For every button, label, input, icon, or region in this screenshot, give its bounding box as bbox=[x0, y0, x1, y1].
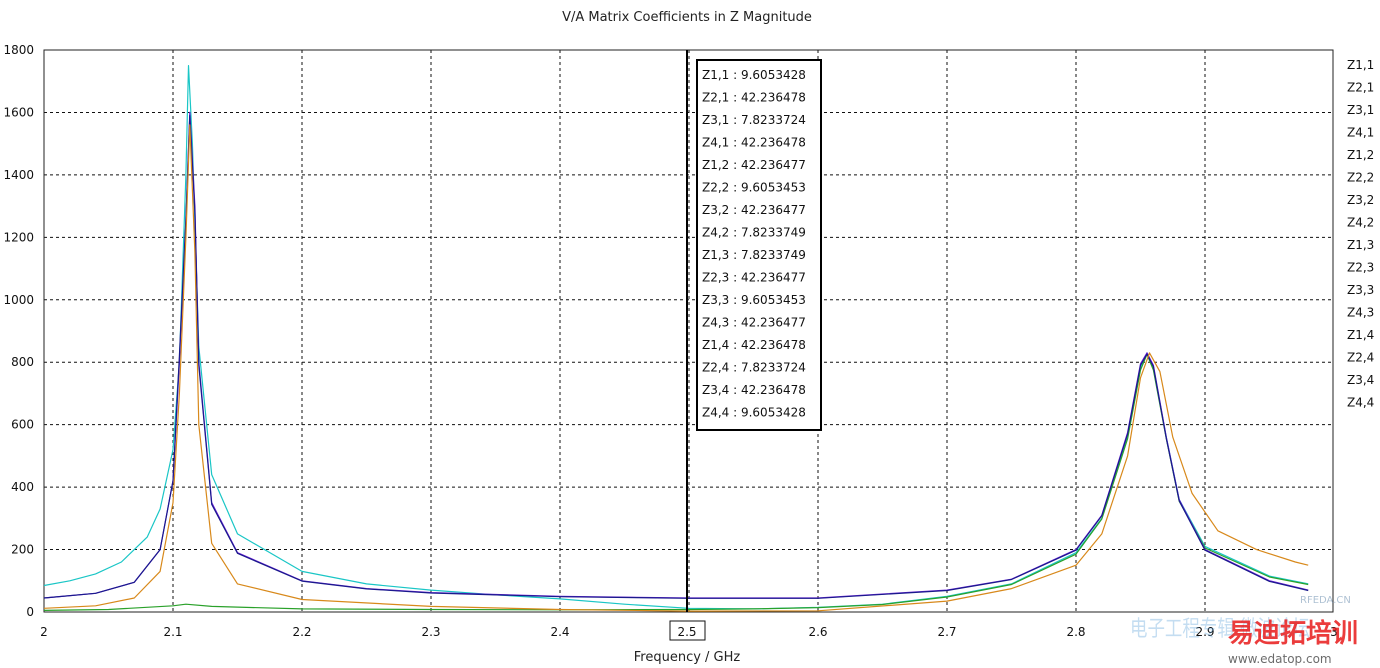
readout-entry: Z3,4 : 42.236478 bbox=[702, 383, 806, 397]
watermark: RFEDA.CN 电子工程专辑 微波论坛 易迪拓培训 www.edatop.co… bbox=[1130, 595, 1358, 666]
legend-entry: Z3,3 bbox=[1347, 283, 1374, 297]
readout-entry: Z1,2 : 42.236477 bbox=[702, 158, 806, 172]
legend-entry: Z3,4 bbox=[1347, 373, 1374, 387]
marker-readout-box: Z1,1 : 9.6053428 Z2,1 : 42.236478 Z3,1 : 7… bbox=[696, 59, 822, 431]
x-axis-label: Frequency / GHz bbox=[634, 650, 741, 665]
legend-entry: Z2,3 bbox=[1347, 261, 1374, 275]
legend-entry: Z4,1 bbox=[1347, 126, 1374, 140]
y-tick-label: 1400 bbox=[3, 168, 34, 182]
x-tick-label: 3 bbox=[1330, 625, 1338, 639]
y-tick-label: 1600 bbox=[3, 105, 34, 119]
marker-x-readout-box bbox=[669, 620, 706, 641]
y-tick-label: 200 bbox=[11, 543, 34, 557]
legend-entry: Z2,4 bbox=[1347, 351, 1374, 365]
readout-entry: Z3,1 : 7.8233724 bbox=[702, 113, 806, 127]
series-line bbox=[43, 124, 1309, 612]
y-tick-label: 800 bbox=[11, 355, 34, 369]
readout-entry: Z3,3 : 9.6053453 bbox=[702, 293, 806, 307]
watermark-forum: 电子工程专辑 微波论坛 bbox=[1130, 617, 1310, 642]
plot-frame bbox=[43, 49, 1334, 613]
readout-entry: Z4,1 : 42.236478 bbox=[702, 136, 806, 150]
legend: Z1,1 Z2,1 Z3,1 Z4,1 Z1,2 Z2,2 Z3,2 Z4,2 Z1,3 Z2,3… bbox=[1347, 58, 1374, 410]
chart-title: V/A Matrix Coefficients in Z Magnitude bbox=[562, 10, 812, 25]
legend-entry: Z1,4 bbox=[1347, 328, 1374, 342]
readout-entry: Z2,4 : 7.8233724 bbox=[702, 361, 806, 375]
y-tick-label: 1200 bbox=[3, 230, 34, 244]
legend-entry: Z3,2 bbox=[1347, 193, 1374, 207]
readout-entry: Z1,1 : 9.6053428 bbox=[702, 68, 806, 82]
y-tick-label: 600 bbox=[11, 418, 34, 432]
y-tick-label: 1000 bbox=[3, 293, 34, 307]
grid-lines bbox=[44, 50, 1333, 612]
legend-entry: Z1,3 bbox=[1347, 238, 1374, 252]
y-tick-label: 1800 bbox=[3, 43, 34, 57]
legend-entry: Z2,1 bbox=[1347, 81, 1374, 95]
x-tick-label: 2.9 bbox=[1195, 625, 1214, 639]
x-tick-label: 2.3 bbox=[421, 625, 440, 639]
x-tick-label: 2.1 bbox=[163, 625, 182, 639]
readout-entry: Z1,4 : 42.236478 bbox=[702, 338, 806, 352]
y-tick-labels: 0 200 400 600 800 1000 1200 1400 1600 1800 bbox=[3, 43, 34, 619]
readout-entry: Z2,2 : 9.6053453 bbox=[702, 181, 806, 195]
readout-entry: Z4,2 : 7.8233749 bbox=[702, 226, 806, 240]
watermark-rfeda: RFEDA.CN bbox=[1300, 595, 1351, 606]
legend-entry: Z4,3 bbox=[1347, 306, 1374, 320]
readout-frame bbox=[696, 59, 822, 431]
series-line bbox=[43, 115, 1309, 599]
marker-x-readout: 2.5 bbox=[677, 625, 696, 639]
x-tick-label: 2.8 bbox=[1066, 625, 1085, 639]
legend-entry: Z4,4 bbox=[1347, 396, 1374, 410]
legend-entry: Z1,1 bbox=[1347, 58, 1374, 72]
x-tick-label: 2.7 bbox=[937, 625, 956, 639]
readout-entry: Z4,3 : 42.236477 bbox=[702, 316, 806, 330]
x-tick-label: 2.2 bbox=[292, 625, 311, 639]
y-tick-label: 400 bbox=[11, 480, 34, 494]
readout-entry: Z4,4 : 9.6053428 bbox=[702, 406, 806, 420]
x-tick-label: 2 bbox=[40, 625, 48, 639]
series-line bbox=[43, 65, 1309, 610]
readout-entry: Z2,1 : 42.236478 bbox=[702, 91, 806, 105]
readout-entry: Z1,3 : 7.8233749 bbox=[702, 248, 806, 262]
series-curves bbox=[43, 65, 1309, 612]
y-tick-label: 0 bbox=[26, 605, 34, 619]
x-tick-labels: 2 2.1 2.2 2.3 2.4 2.6 2.7 2.8 2.9 3 bbox=[40, 625, 1338, 639]
readout-entry: Z3,2 : 42.236477 bbox=[702, 203, 806, 217]
x-tick-label: 2.4 bbox=[550, 625, 569, 639]
legend-entry: Z4,2 bbox=[1347, 216, 1374, 230]
readout-entry: Z2,3 : 42.236477 bbox=[702, 271, 806, 285]
legend-entry: Z1,2 bbox=[1347, 148, 1374, 162]
x-tick-label: 2.6 bbox=[808, 625, 827, 639]
watermark-url: www.edatop.com bbox=[1228, 652, 1332, 666]
legend-entry: Z3,1 bbox=[1347, 103, 1374, 117]
legend-entry: Z2,2 bbox=[1347, 171, 1374, 185]
watermark-brand: 易迪拓培训 bbox=[1228, 619, 1358, 649]
